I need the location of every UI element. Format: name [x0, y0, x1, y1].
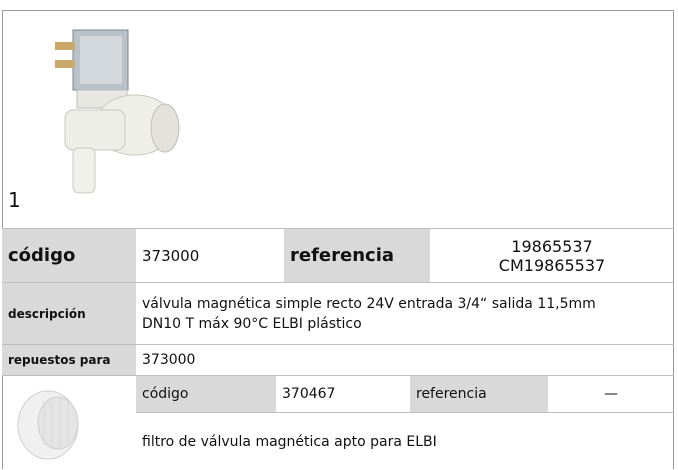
code-label: código [2, 228, 136, 282]
spare-reference: — [548, 375, 674, 412]
image-label: 1 [8, 188, 21, 212]
description: válvula magnética simple recto 24V entra… [136, 282, 674, 344]
reference-label: referencia [284, 228, 430, 282]
spares-label: repuestos para [2, 344, 136, 375]
spare-reference-label: referencia [410, 375, 548, 412]
code-value: 373000 [136, 228, 284, 282]
spare-description: filtro de válvula magnética apto para EL… [136, 412, 674, 470]
spare-image [17, 390, 79, 460]
spares-for: 373000 [136, 344, 674, 375]
product-image [55, 29, 180, 194]
spare-image-cell [2, 375, 136, 470]
reference-values: 19865537 CM19865537 [430, 228, 674, 282]
spare-code: 370467 [276, 375, 410, 412]
reference-value: CM19865537 [498, 255, 606, 275]
spare-code-label: código [136, 375, 276, 412]
description-line: válvula magnética simple recto 24V entra… [142, 295, 596, 312]
description-label: descripción [2, 282, 136, 344]
reference-value: 19865537 [511, 236, 593, 256]
description-line: DN10 T máx 90°C ELBI plástico [142, 315, 362, 332]
